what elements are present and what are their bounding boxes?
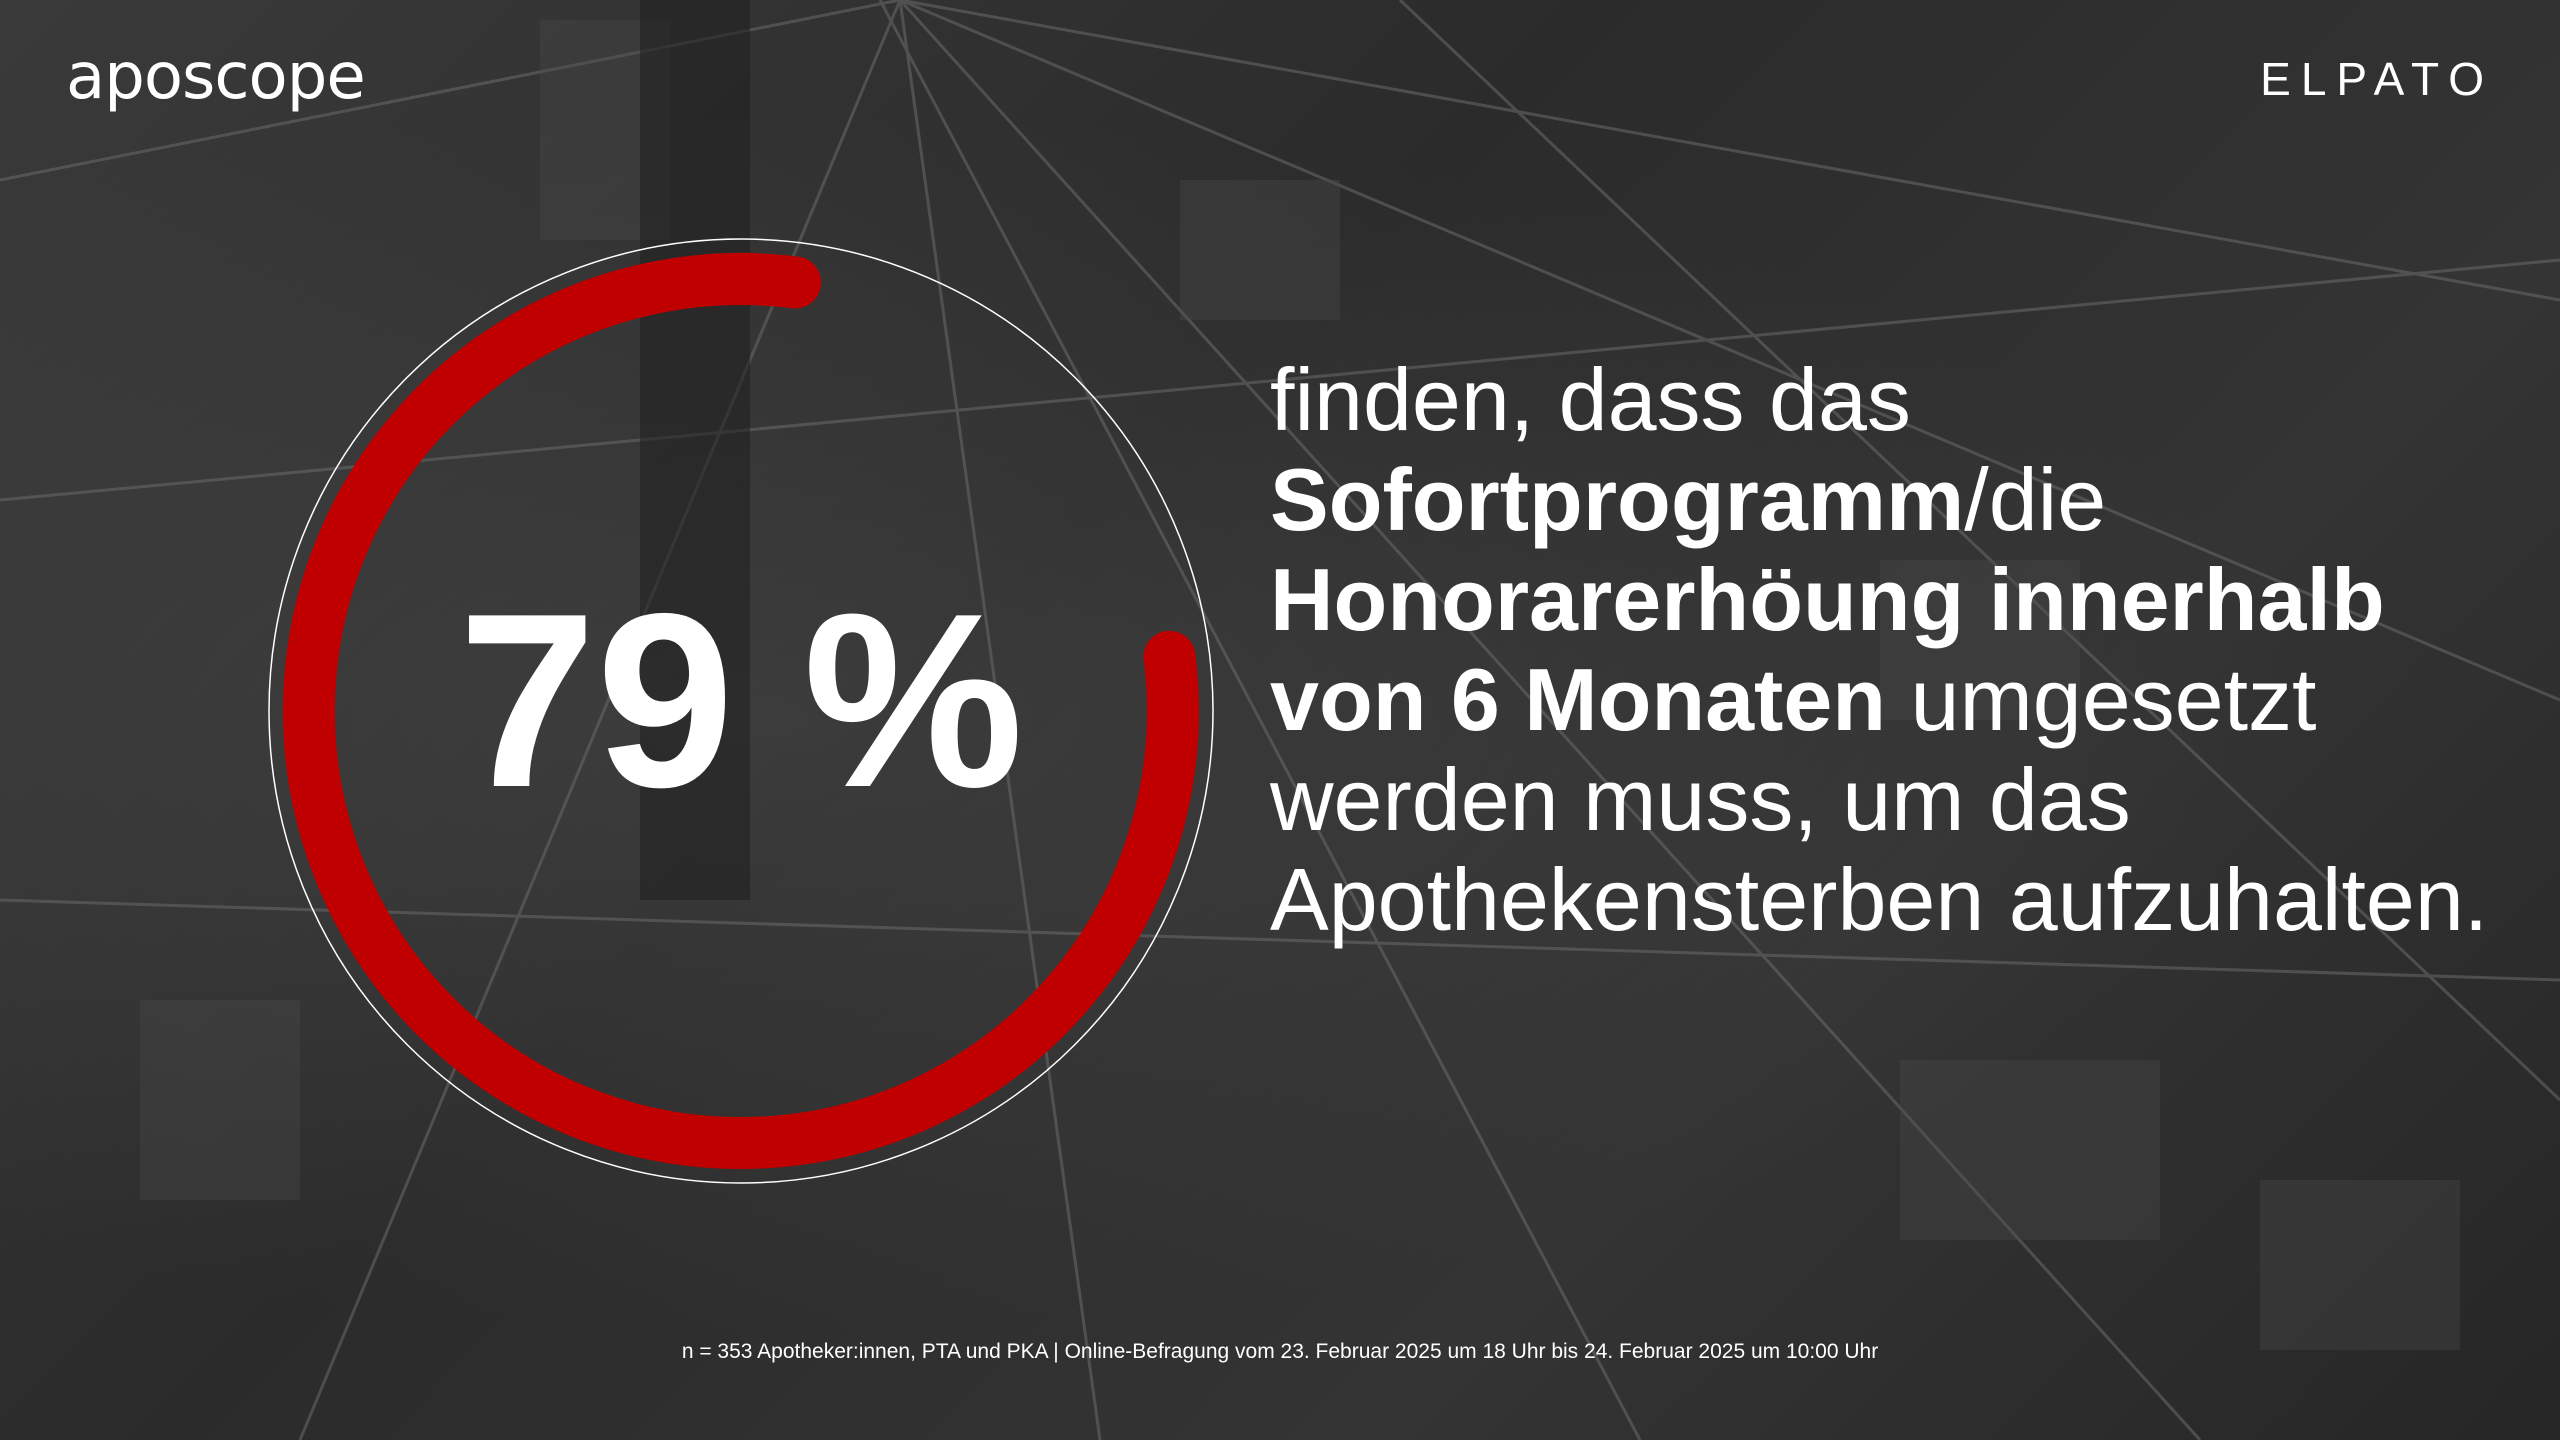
ring-outline: [268, 238, 1214, 1184]
statement-bold-2: Honorarerhöung innerhalb von 6 Monaten: [1270, 550, 2385, 749]
stat-value: 79 %: [458, 561, 1024, 839]
aposcope-logo: aposcope: [66, 40, 366, 114]
statement-part-2: /die: [1964, 450, 2107, 549]
progress-ring: [268, 238, 1214, 1184]
statement-bold-1: Sofortprogramm: [1270, 450, 1965, 549]
statement-part-1: finden, dass das: [1270, 350, 1911, 449]
survey-footnote: n = 353 Apotheker:innen, PTA und PKA | O…: [681, 1340, 1879, 1363]
ring-progress-arc: [283, 253, 1199, 1169]
statement-part-3: umgesetzt werden muss, um das Apothekens…: [1270, 650, 2489, 949]
elpato-logo: ELPATO: [2260, 53, 2494, 105]
statement-text: finden, dass das Sofortprogramm/die Hono…: [1270, 350, 2520, 950]
